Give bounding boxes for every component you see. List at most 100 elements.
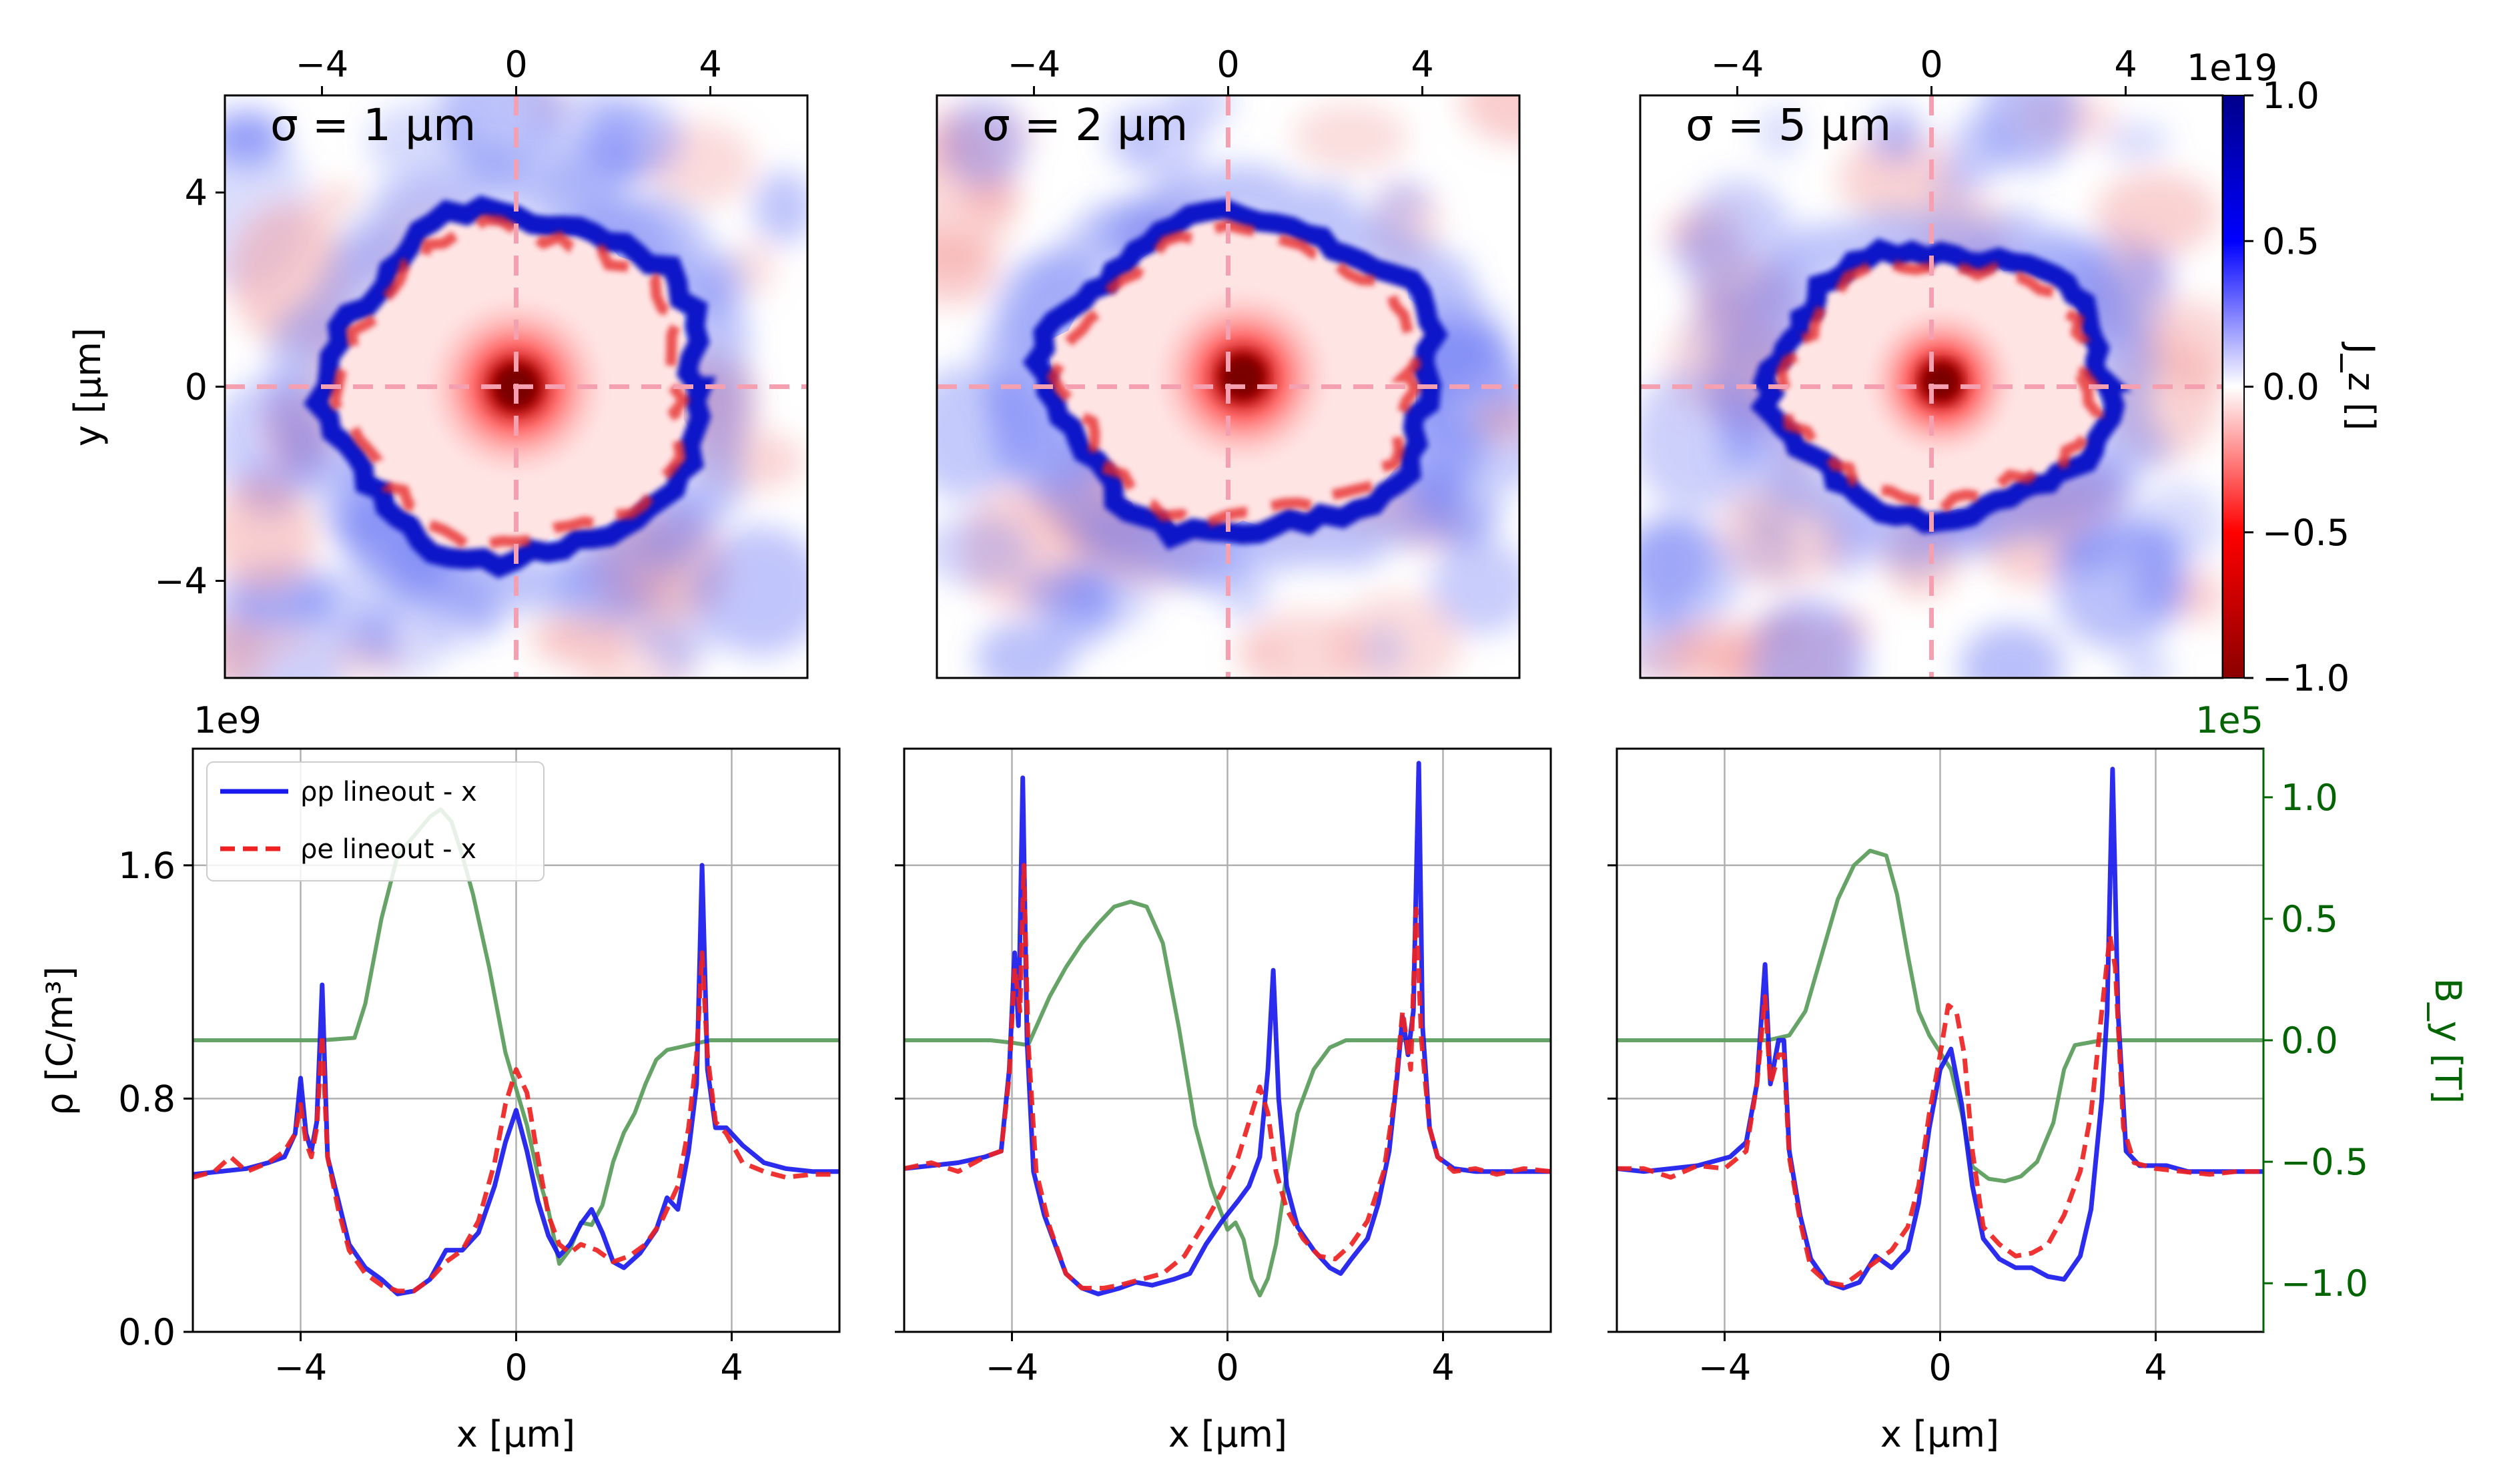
- ring-negative: [1776, 255, 2105, 518]
- noise-blob: [752, 170, 807, 245]
- series-line-rho-e: [904, 863, 1551, 1290]
- tick-label-y2: −0.5: [2281, 1141, 2368, 1183]
- noise-blob: [1292, 103, 1408, 171]
- noise-blob: [2051, 528, 2119, 575]
- heatmap-title-3: σ = 5 μm: [1686, 99, 1891, 151]
- noise-blob: [551, 607, 626, 675]
- noise-blob: [941, 98, 1026, 189]
- tick-label-x: 4: [1431, 1347, 1454, 1389]
- noise-blob: [1640, 517, 1743, 634]
- core-center: [1922, 362, 1961, 401]
- heatmap-title-2: σ = 2 μm: [982, 99, 1188, 151]
- tick-label-x: 0: [1216, 43, 1239, 85]
- tick-label-x: 0: [1920, 43, 1942, 85]
- noise-blob: [1471, 399, 1519, 445]
- outer-halo: [1711, 207, 2174, 576]
- lineout-panel-3: −4 0 4 1.0 0.5 0.0 −0.5 −1.0: [1608, 747, 2368, 1389]
- by-axis-label: B_y [T]: [2427, 978, 2469, 1104]
- tick-label-y: 0.0: [118, 1311, 175, 1353]
- series-line-by: [1617, 848, 2263, 1184]
- series-line-by: [193, 807, 839, 1266]
- tick-label-y2: −1.0: [2281, 1262, 2368, 1305]
- tick-label-x: 0: [1928, 1347, 1951, 1389]
- tick-label-x: 4: [2144, 1347, 2167, 1389]
- series-group: [1617, 767, 2263, 1290]
- ring-negative: [329, 214, 691, 553]
- heatmap-panels: −4 0 4 4 0 −4 −4 0 4 −4 0 4: [154, 43, 2224, 679]
- ring-positive: [1022, 198, 1449, 550]
- noise-blob: [937, 514, 1032, 587]
- legend-label-rho-p: ρp lineout - x: [300, 777, 477, 807]
- series-line-rho-e: [1617, 933, 2263, 1288]
- heatmap-3: [1640, 95, 2223, 678]
- noise-blob: [1748, 597, 1868, 678]
- noise-blob: [2121, 649, 2171, 678]
- noise-blob: [1959, 623, 2065, 678]
- x-axis-label-1: x [μm]: [456, 1413, 575, 1455]
- colorbar-tick-label: 0.5: [2262, 220, 2320, 262]
- noise-blob: [1460, 95, 1519, 144]
- noise-blob: [1172, 95, 1234, 131]
- noise-blob: [2129, 563, 2189, 615]
- colorbar-tick-label: 1.0: [2262, 75, 2320, 117]
- series-group: [193, 807, 839, 1296]
- lineout-panel-2: −4 0 4: [895, 747, 1552, 1389]
- noise-blob: [225, 615, 267, 678]
- outer-halo: [262, 147, 751, 633]
- tick-label-x: 0: [504, 1347, 527, 1389]
- noise-blob: [1429, 539, 1519, 635]
- tick-label-x: 4: [699, 43, 721, 85]
- tick-label-y2: 0.0: [2281, 1020, 2338, 1062]
- tick-label-y: −4: [154, 561, 208, 603]
- noise-blob: [1868, 106, 1924, 164]
- tick-label-x: 4: [720, 1347, 743, 1389]
- tick-label-y: 1.6: [118, 845, 175, 887]
- tick-label-y: 0.8: [118, 1078, 175, 1120]
- noise-blob: [2094, 171, 2219, 256]
- noise-blob: [587, 97, 683, 180]
- noise-blob: [364, 607, 448, 678]
- series-group: [904, 761, 1551, 1298]
- colorbar-label: J_z []: [2340, 342, 2382, 431]
- colorbar-ticks: 1.0 0.5 0.0 −0.5 −1.0: [2244, 75, 2350, 699]
- noise-blob: [937, 232, 997, 306]
- tick-label-x: 0: [504, 43, 527, 85]
- noise-blob: [2113, 521, 2187, 570]
- colorbar-tick-label: −0.5: [2262, 512, 2350, 554]
- legend: ρp lineout - x ρe lineout - x: [206, 761, 545, 881]
- noise-blob: [976, 620, 1072, 678]
- series-line-by: [904, 899, 1551, 1298]
- ring-positive: [303, 195, 717, 579]
- noise-blob: [1758, 105, 1802, 160]
- by-multiplier: 1e5: [2195, 699, 2263, 741]
- noise-blob: [1669, 622, 1763, 678]
- tick-label-x: 0: [1216, 1347, 1238, 1389]
- legend-label-rho-e: ρe lineout - x: [300, 834, 476, 865]
- tick-label-y: 0: [185, 366, 208, 408]
- noise-blob: [1375, 181, 1431, 221]
- rho-multiplier: 1e9: [194, 699, 262, 741]
- colorbar-multiplier: 1e19: [2187, 47, 2277, 89]
- noise-blob: [1981, 95, 2080, 171]
- tick-label-x: −4: [296, 43, 349, 85]
- noise-blob: [1838, 134, 1957, 224]
- tick-label-x: −4: [274, 1347, 328, 1389]
- colorbar-tick-label: −1.0: [2262, 657, 2350, 699]
- heatmap-2: [937, 95, 1519, 678]
- colorbar-tick-label: 0.0: [2262, 366, 2320, 408]
- tick-label-x: 4: [2114, 43, 2137, 85]
- x-axis-label-2: x [μm]: [1168, 1413, 1287, 1455]
- series-line-rho-e: [193, 950, 839, 1294]
- outer-halo: [978, 162, 1499, 593]
- series-line-rho-p: [193, 863, 839, 1296]
- noise-blob: [1361, 624, 1406, 675]
- tick-label-y: 4: [185, 172, 208, 214]
- rho-axis-label: ρ [C/m³]: [39, 966, 81, 1116]
- noise-blob: [225, 475, 317, 593]
- colorbar: [2222, 95, 2245, 679]
- tick-label-x: −4: [986, 1347, 1039, 1389]
- noise-blob: [1240, 610, 1367, 678]
- tick-label-x: −4: [1008, 43, 1061, 85]
- noise-blob: [2103, 121, 2171, 163]
